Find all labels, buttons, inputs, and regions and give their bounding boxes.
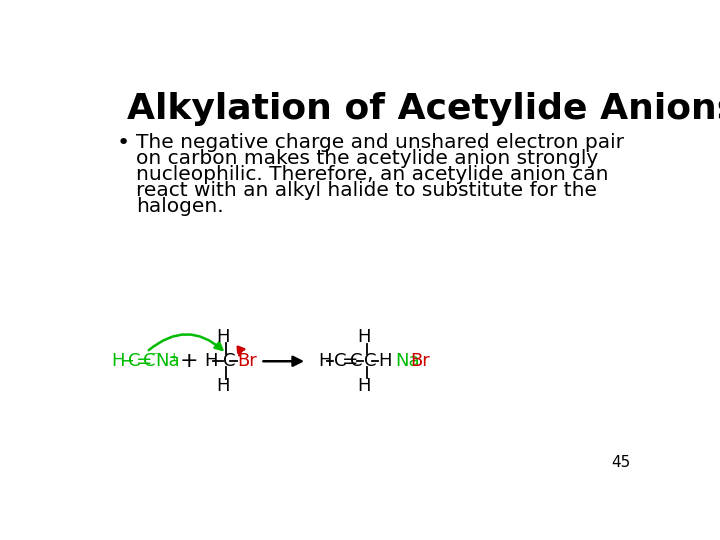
Text: H: H: [217, 377, 230, 395]
Text: C: C: [223, 352, 236, 370]
Text: react with an alkyl halide to substitute for the: react with an alkyl halide to substitute…: [137, 181, 598, 200]
Text: Na: Na: [395, 352, 420, 370]
Text: +: +: [180, 351, 199, 372]
Text: Br: Br: [410, 352, 430, 370]
Text: +: +: [169, 351, 180, 364]
Text: C: C: [350, 352, 362, 370]
Text: H: H: [358, 377, 371, 395]
Text: C: C: [364, 352, 377, 370]
Text: Alkylation of Acetylide Anions: Alkylation of Acetylide Anions: [127, 92, 720, 126]
Text: ⁻: ⁻: [150, 350, 158, 365]
Text: 45: 45: [612, 455, 631, 470]
Text: Br: Br: [238, 352, 257, 370]
Text: H: H: [358, 328, 371, 346]
Text: •: •: [117, 132, 130, 153]
Text: H: H: [112, 352, 125, 370]
Text: C: C: [143, 352, 156, 370]
Text: H: H: [378, 352, 392, 370]
Text: =: =: [342, 352, 359, 371]
FancyArrowPatch shape: [238, 347, 244, 355]
Text: H: H: [318, 352, 331, 370]
Text: =: =: [136, 352, 152, 371]
Text: C: C: [128, 352, 140, 370]
Text: ─: ─: [121, 352, 132, 370]
Text: nucleophilic. Therefore, an acetylide anion can: nucleophilic. Therefore, an acetylide an…: [137, 165, 609, 184]
Text: Na: Na: [155, 352, 180, 370]
FancyArrowPatch shape: [149, 334, 222, 350]
Text: on carbon makes the acetylide anion strongly: on carbon makes the acetylide anion stro…: [137, 148, 599, 168]
Text: H: H: [204, 352, 218, 370]
Text: C: C: [334, 352, 346, 370]
Text: halogen.: halogen.: [137, 197, 224, 216]
Text: The negative charge and unshared electron pair: The negative charge and unshared electro…: [137, 132, 624, 152]
Text: H: H: [217, 328, 230, 346]
